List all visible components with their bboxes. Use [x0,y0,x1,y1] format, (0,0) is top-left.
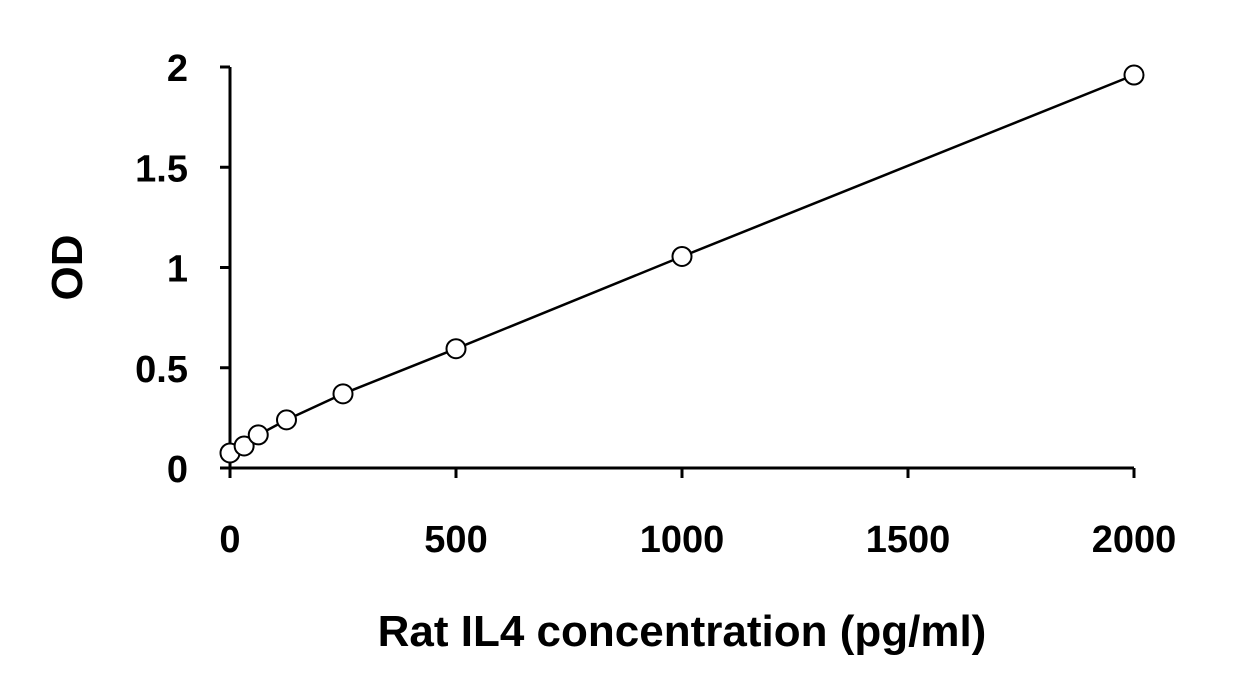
data-points [219,64,1145,464]
y-axis-title: OD [43,235,92,301]
x-ticks: 0 500 1000 1500 2000 [219,468,1176,561]
y-tick-label: 1.5 [135,148,188,190]
y-tick-label: 0.5 [135,349,188,391]
data-point [276,409,297,431]
data-point [445,338,467,360]
data-point [247,424,269,446]
x-tick-label: 2000 [1092,519,1177,561]
data-point [671,245,693,267]
x-tick-label: 1500 [866,519,951,561]
axes [220,67,1134,478]
x-axis-title: Rat IL4 concentration (pg/ml) [378,607,987,656]
x-tick-label: 1000 [640,519,725,561]
data-point [1123,64,1145,86]
x-tick-label: 0 [219,519,240,561]
y-tick-label: 2 [167,48,188,90]
x-tick-label: 500 [424,519,487,561]
data-point [332,383,354,405]
y-ticks: 0 0.5 1 1.5 2 [135,48,230,491]
data-point [233,435,255,457]
y-tick-label: 0 [167,449,188,491]
y-tick-label: 1 [167,249,188,291]
